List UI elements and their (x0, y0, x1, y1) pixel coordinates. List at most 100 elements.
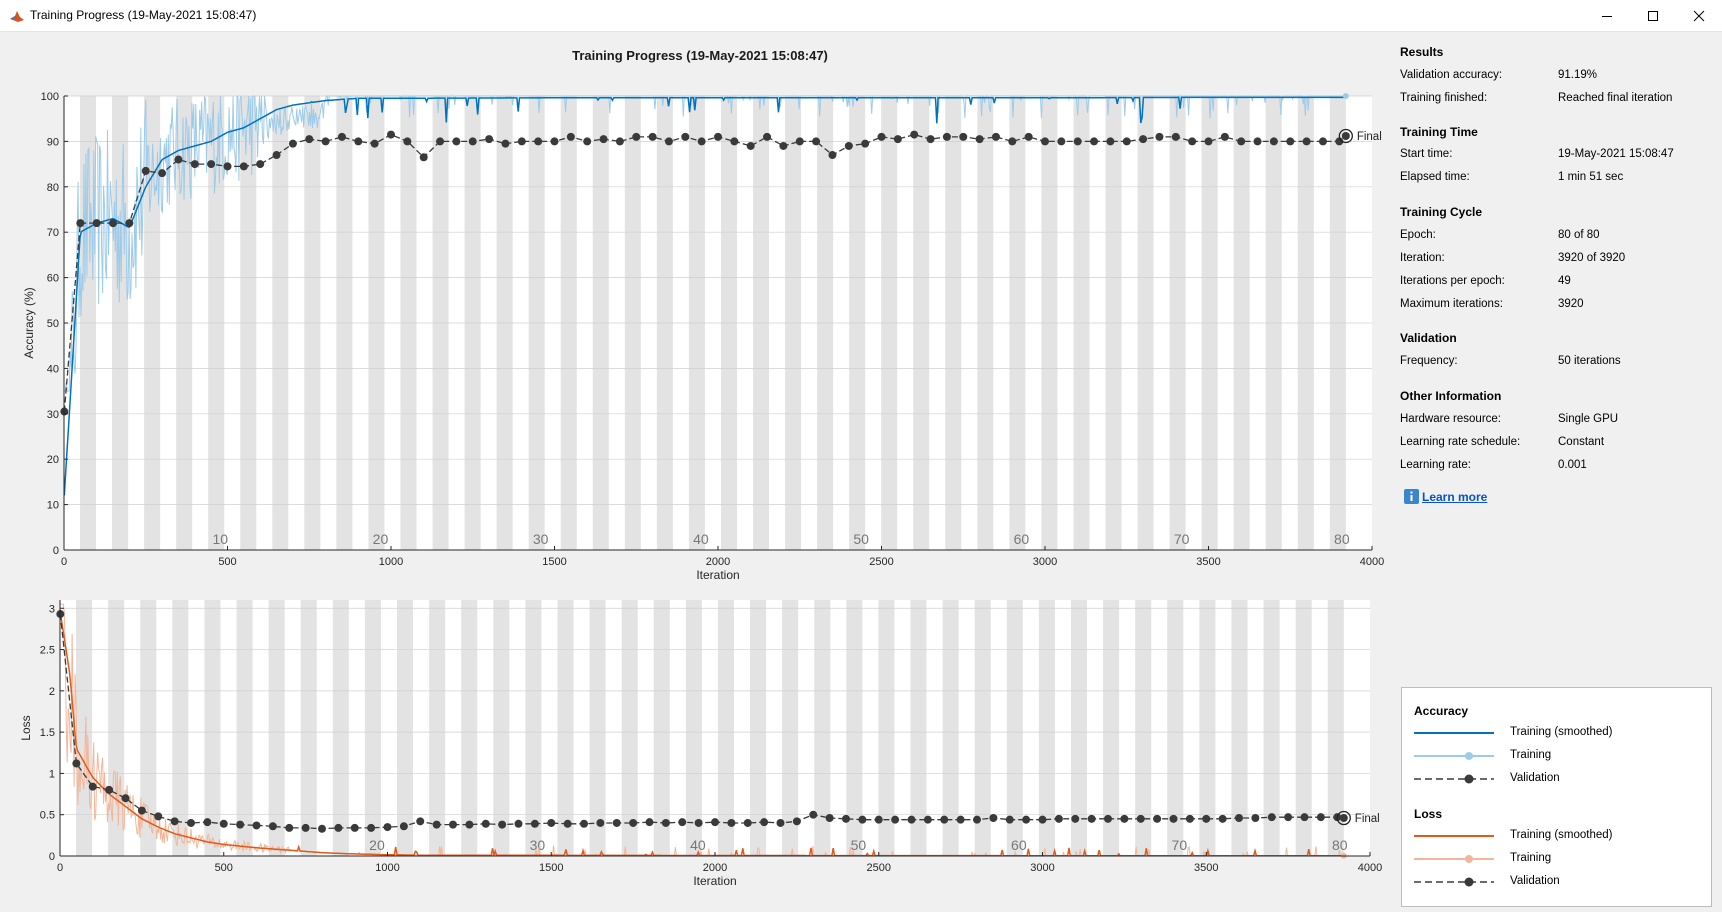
epoch-band (1070, 600, 1088, 856)
validation-point (137, 806, 146, 815)
epoch-band (493, 600, 510, 856)
y-tick-label: 3 (49, 603, 55, 615)
validation-point (449, 820, 457, 829)
validation-point (370, 139, 379, 148)
validation-point (125, 219, 134, 228)
validation-point (563, 819, 572, 828)
legend-accuracy-validation: Validation (1414, 771, 1704, 787)
validation-heading: Validation (1400, 331, 1457, 345)
elapsed-time-value: 1 min 51 sec (1558, 171, 1624, 183)
validation-point (1106, 137, 1115, 146)
y-tick-label: 30 (47, 409, 59, 421)
x-tick-label: 0 (61, 556, 67, 568)
validation-point (1269, 137, 1278, 146)
validation-point (776, 818, 785, 827)
y-axis-label: Accuracy (%) (22, 287, 36, 358)
epoch-band (814, 600, 831, 856)
legend-label: Validation (1510, 772, 1560, 784)
validation-point (1251, 814, 1260, 823)
validation-point (615, 137, 624, 146)
validation-point (383, 823, 392, 832)
validation-point (174, 155, 183, 164)
validation-point (1284, 813, 1293, 822)
validation-point (1038, 815, 1047, 824)
validation-point (203, 818, 212, 827)
validation-point (158, 169, 167, 178)
epoch-band (1327, 600, 1344, 856)
validation-point (1073, 137, 1082, 146)
legend-loss-training: Training (1414, 851, 1704, 867)
validation-point (1335, 137, 1344, 146)
validation-point (678, 818, 687, 827)
validation-point (1122, 137, 1131, 146)
learn-more[interactable]: Learn more (1404, 489, 1487, 504)
epoch-label: 20 (373, 531, 389, 547)
training-smoothed-line (63, 96, 1345, 496)
frequency-value: 50 iterations (1558, 355, 1621, 367)
epoch-band (1038, 600, 1055, 856)
validation-point (1316, 813, 1325, 822)
validation-point (566, 132, 575, 141)
validation-point (1104, 814, 1112, 823)
learn-more-link[interactable]: Learn more (1422, 489, 1488, 504)
validation-point (514, 819, 523, 828)
validation-point (109, 219, 118, 228)
validation-accuracy-label: Validation accuracy: (1400, 69, 1503, 81)
epoch-label: 70 (1172, 837, 1188, 853)
y-tick-label: 10 (47, 500, 59, 512)
validation-point (236, 820, 245, 829)
validation-point (1235, 814, 1243, 823)
legend-accuracy-training-smoothed: Training (smoothed) (1414, 725, 1704, 741)
epoch-band (878, 600, 895, 856)
validation-point (219, 819, 228, 828)
epoch-label: 70 (1174, 531, 1190, 547)
close-button[interactable] (1676, 0, 1722, 31)
frequency-label: Frequency: (1400, 355, 1458, 367)
iteration-label: Iteration: (1400, 252, 1445, 264)
y-tick-label: 2 (49, 686, 55, 698)
validation-point (858, 815, 867, 824)
validation-point (72, 759, 81, 768)
validation-point (1024, 132, 1033, 141)
x-tick-label: 4000 (1358, 862, 1382, 874)
validation-point (1057, 137, 1066, 146)
validation-point (534, 137, 543, 146)
epoch-band (621, 600, 638, 856)
validation-point (190, 160, 199, 169)
validation-point (599, 135, 608, 144)
validation-point (367, 823, 376, 832)
x-tick-label: 1500 (539, 862, 563, 874)
validation-point (1120, 814, 1129, 823)
validation-point (305, 135, 314, 144)
validation-point (337, 132, 346, 141)
epoch-band (750, 600, 767, 856)
training-line (64, 95, 1346, 392)
minimize-button[interactable] (1584, 0, 1630, 31)
legend-accuracy-heading: Accuracy (1414, 704, 1469, 718)
epoch-label: Epoch: (1400, 229, 1436, 241)
maximize-button[interactable] (1630, 0, 1676, 31)
validation-point (975, 135, 984, 144)
epoch-label: 30 (533, 531, 549, 547)
training-time-heading: Training Time (1400, 125, 1478, 139)
validation-point (1188, 137, 1197, 146)
validation-point (399, 822, 408, 831)
epoch-band (1295, 600, 1312, 856)
epoch-band (685, 600, 702, 856)
validation-point (1253, 137, 1262, 146)
epoch-band (364, 600, 381, 856)
legend-label: Training (smoothed) (1510, 829, 1613, 841)
legend-line-swatch (1414, 877, 1494, 887)
y-tick-label: 40 (47, 363, 59, 375)
validation-point (730, 137, 739, 146)
iteration-value: 3920 of 3920 (1558, 252, 1626, 264)
validation-point (661, 818, 670, 827)
validation-point (432, 820, 441, 829)
legend-label: Training (smoothed) (1510, 726, 1613, 738)
legend-accuracy-training: Training (1414, 748, 1704, 764)
epoch-label: 50 (853, 531, 869, 547)
minimize-icon (1602, 15, 1612, 17)
validation-point (92, 219, 101, 228)
start-time-label: Start time: (1400, 148, 1453, 160)
